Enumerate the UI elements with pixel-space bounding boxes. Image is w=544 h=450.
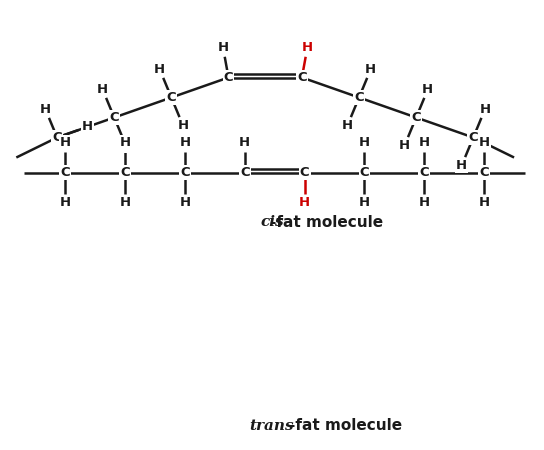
Text: C: C (300, 166, 310, 179)
Text: C: C (52, 131, 62, 144)
Text: C: C (360, 166, 369, 179)
Text: C: C (224, 71, 233, 84)
Text: H: H (177, 119, 189, 132)
Text: C: C (468, 131, 478, 144)
Text: C: C (180, 166, 190, 179)
Text: C: C (297, 71, 307, 84)
Text: C: C (60, 166, 70, 179)
Text: H: H (302, 41, 313, 54)
Text: H: H (82, 120, 93, 133)
Text: H: H (154, 63, 165, 76)
Text: H: H (359, 196, 370, 209)
Text: H: H (120, 136, 131, 149)
Text: H: H (180, 196, 190, 209)
Text: H: H (299, 196, 310, 209)
Text: H: H (40, 103, 51, 116)
Text: C: C (354, 91, 364, 104)
Text: H: H (479, 196, 490, 209)
Text: H: H (60, 196, 71, 209)
Text: H: H (120, 139, 132, 152)
Text: C: C (411, 111, 421, 124)
Text: H: H (419, 136, 430, 149)
Text: H: H (419, 196, 430, 209)
Text: H: H (399, 139, 410, 152)
Text: H: H (365, 63, 376, 76)
Text: H: H (359, 136, 370, 149)
Text: C: C (109, 111, 119, 124)
Text: H: H (422, 83, 434, 96)
Text: trans: trans (250, 419, 294, 433)
Text: H: H (479, 136, 490, 149)
Text: -fat molecule: -fat molecule (270, 215, 383, 230)
Text: -fat molecule: -fat molecule (289, 418, 402, 433)
Text: H: H (239, 136, 250, 149)
Text: H: H (342, 119, 353, 132)
Text: H: H (218, 41, 228, 54)
Text: cis: cis (260, 216, 284, 230)
Text: H: H (97, 83, 108, 96)
Text: H: H (120, 196, 131, 209)
Text: H: H (180, 136, 190, 149)
Text: C: C (419, 166, 429, 179)
Text: C: C (166, 91, 176, 104)
Text: C: C (479, 166, 489, 179)
Text: H: H (60, 136, 71, 149)
Text: C: C (240, 166, 250, 179)
Text: C: C (120, 166, 130, 179)
Text: H: H (479, 103, 491, 116)
Text: H: H (456, 159, 467, 172)
